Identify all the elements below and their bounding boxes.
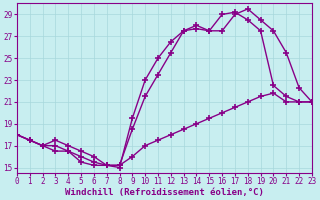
X-axis label: Windchill (Refroidissement éolien,°C): Windchill (Refroidissement éolien,°C) — [65, 188, 264, 197]
